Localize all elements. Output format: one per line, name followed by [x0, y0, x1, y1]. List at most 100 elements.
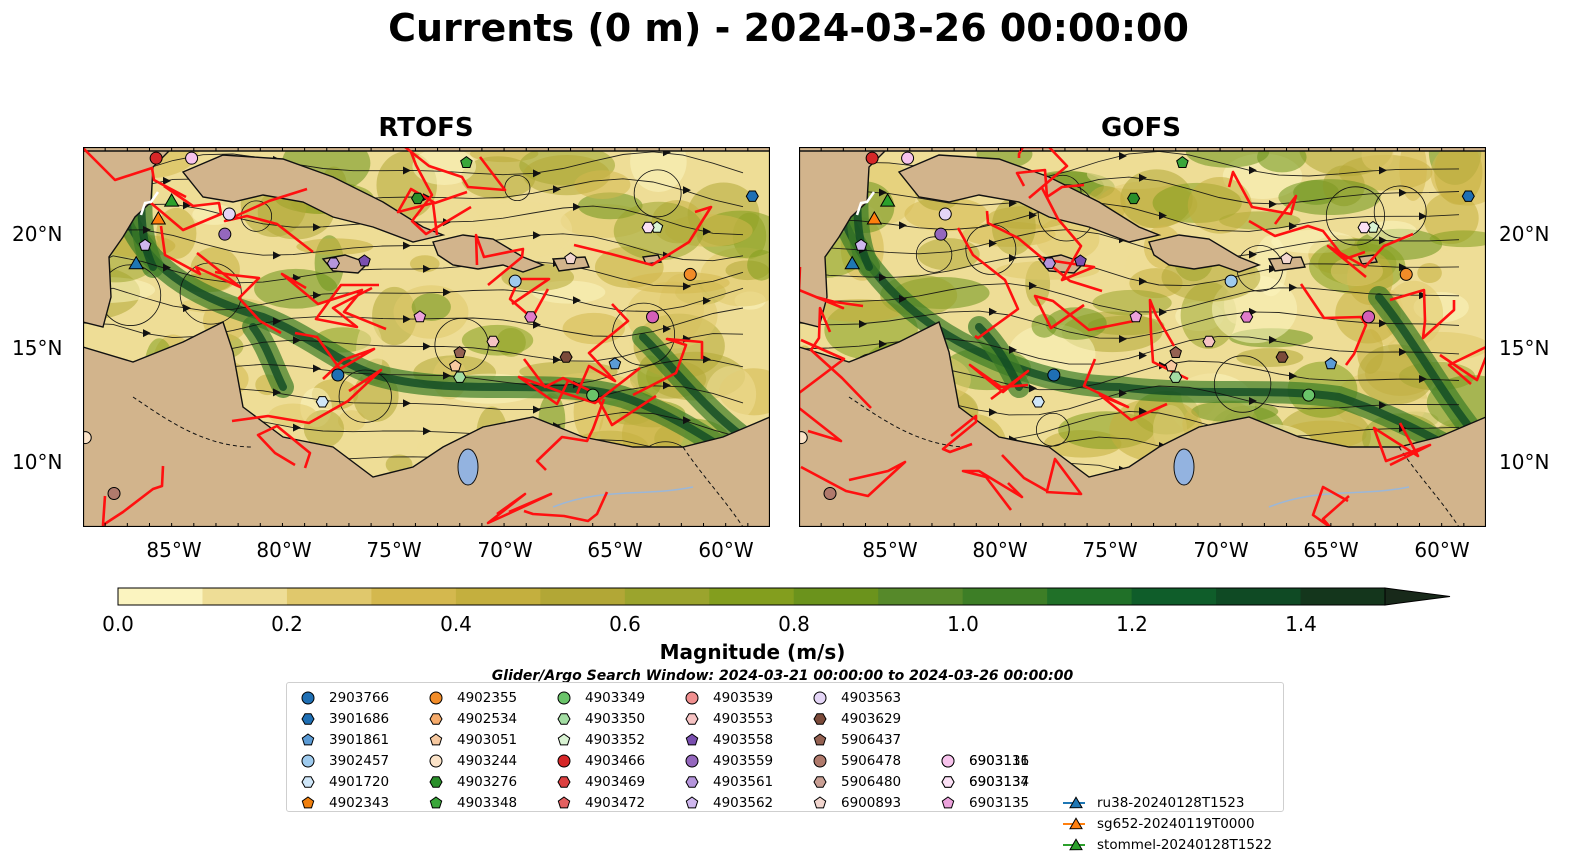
legend-item: 4903539 [679, 687, 773, 708]
legend-label: 6900893 [841, 794, 902, 811]
panel-title-gofs: GOFS [1101, 113, 1181, 143]
legend-item: 4903562 [679, 792, 773, 813]
float-marker [460, 155, 473, 168]
legend-float-icon [685, 795, 699, 808]
legend-float-icon [429, 775, 443, 788]
float-marker [683, 267, 697, 281]
float-marker [1165, 359, 1178, 372]
float-marker [1176, 155, 1189, 168]
float-marker [1399, 267, 1413, 281]
colorbar-segment [1216, 588, 1302, 605]
cb-tick: 1.4 [1285, 612, 1317, 636]
float-marker [315, 396, 329, 408]
legend-label: 6903135 [969, 794, 1030, 811]
legend-label: 4903539 [713, 689, 774, 706]
float-marker [413, 310, 427, 323]
legend-label: 4903276 [457, 773, 518, 790]
colorbar-segment [709, 588, 795, 605]
float-marker [586, 388, 600, 402]
float-marker [508, 274, 522, 288]
legend-label: 4902355 [457, 689, 518, 706]
legend-item: ru38-20240128T1523 [1063, 792, 1244, 813]
float-marker [901, 151, 915, 165]
legend-item: 4903466 [551, 750, 645, 771]
float-marker [1280, 252, 1293, 265]
legend-item: 4902355 [423, 687, 517, 708]
float-marker [1074, 254, 1087, 267]
legend-label: 3902457 [329, 752, 390, 769]
legend-marker-icon [941, 754, 955, 767]
legend-float-icon [557, 775, 571, 788]
float-marker [107, 486, 121, 500]
legend-marker-icon [429, 754, 443, 767]
float-marker [564, 252, 577, 265]
legend-item: 2903766 [295, 687, 389, 708]
legend-marker-icon [813, 775, 827, 788]
legend-float-icon [429, 732, 443, 745]
float-marker [646, 310, 660, 324]
legend-label: 4901720 [329, 773, 390, 790]
legend-item: 6903136 [935, 750, 1029, 771]
float-marker [358, 254, 371, 267]
panel-title-rtofs: RTOFS [378, 113, 474, 143]
legend-marker-icon [685, 732, 699, 745]
legend-marker-icon [557, 691, 571, 704]
colorbar-segment [371, 588, 457, 605]
legend-float-icon [301, 712, 315, 725]
legend-label: 4903348 [457, 794, 518, 811]
legend-marker-icon [685, 754, 699, 767]
legend-label: 4903352 [585, 731, 646, 748]
legend-marker-icon [301, 795, 315, 808]
legend-item: 4903469 [551, 771, 645, 792]
float-marker [1047, 368, 1061, 382]
legend-float-icon [685, 754, 699, 767]
legend-label: 4903051 [457, 731, 518, 748]
legend-item: 5906480 [807, 771, 901, 792]
legend-marker-icon [301, 775, 315, 788]
figure-title: Currents (0 m) - 2024-03-26 00:00:00 [388, 6, 1189, 50]
legend-marker-icon [1063, 837, 1085, 850]
legend-marker-icon [301, 754, 315, 767]
legend-label: 6903137 [969, 773, 1030, 790]
legend-marker-icon [557, 732, 571, 745]
float-marker [138, 238, 152, 251]
legend-label: 4903469 [585, 773, 646, 790]
float-marker [453, 371, 467, 383]
legend-float-icon [429, 795, 443, 808]
float-marker [854, 238, 868, 251]
legend-item: 4903558 [679, 729, 773, 750]
colorbar-segment [1131, 588, 1217, 605]
float-marker [486, 335, 500, 348]
float-marker [938, 207, 952, 221]
legend-marker-icon [685, 712, 699, 725]
legend-float-icon [301, 691, 315, 704]
legend-item: 4902534 [423, 708, 517, 729]
float-marker [1042, 257, 1056, 269]
legend-label: 4902534 [457, 710, 518, 727]
colorbar-segment [540, 588, 626, 605]
legend-label: 4903350 [585, 710, 646, 727]
legend-label: 6903111 [969, 752, 1030, 769]
legend-item: 4903051 [423, 729, 517, 750]
lon-label-60-b: 60°W [1414, 538, 1470, 562]
legend-item: 6900893 [807, 792, 901, 813]
legend-marker-icon [813, 732, 827, 745]
glider-marker [150, 210, 167, 225]
float-marker [559, 351, 573, 363]
lat-label-20-right: 20°N [1499, 222, 1550, 246]
float-marker [453, 345, 466, 358]
legend-marker-icon [429, 732, 443, 745]
legend-float-icon [813, 795, 827, 808]
legend-marker-icon [813, 754, 827, 767]
float-marker [1202, 335, 1216, 348]
float-marker [823, 486, 837, 500]
legend-marker-icon [685, 691, 699, 704]
legend-label: 6903134 [969, 773, 1030, 790]
float-marker [326, 257, 340, 269]
float-marker [185, 151, 199, 165]
legend-float-icon [941, 754, 955, 767]
legend-float-icon [813, 691, 827, 704]
colorbar-label: Magnitude (m/s) [659, 640, 846, 664]
legend-marker-icon [301, 732, 315, 745]
float-marker [865, 151, 879, 165]
